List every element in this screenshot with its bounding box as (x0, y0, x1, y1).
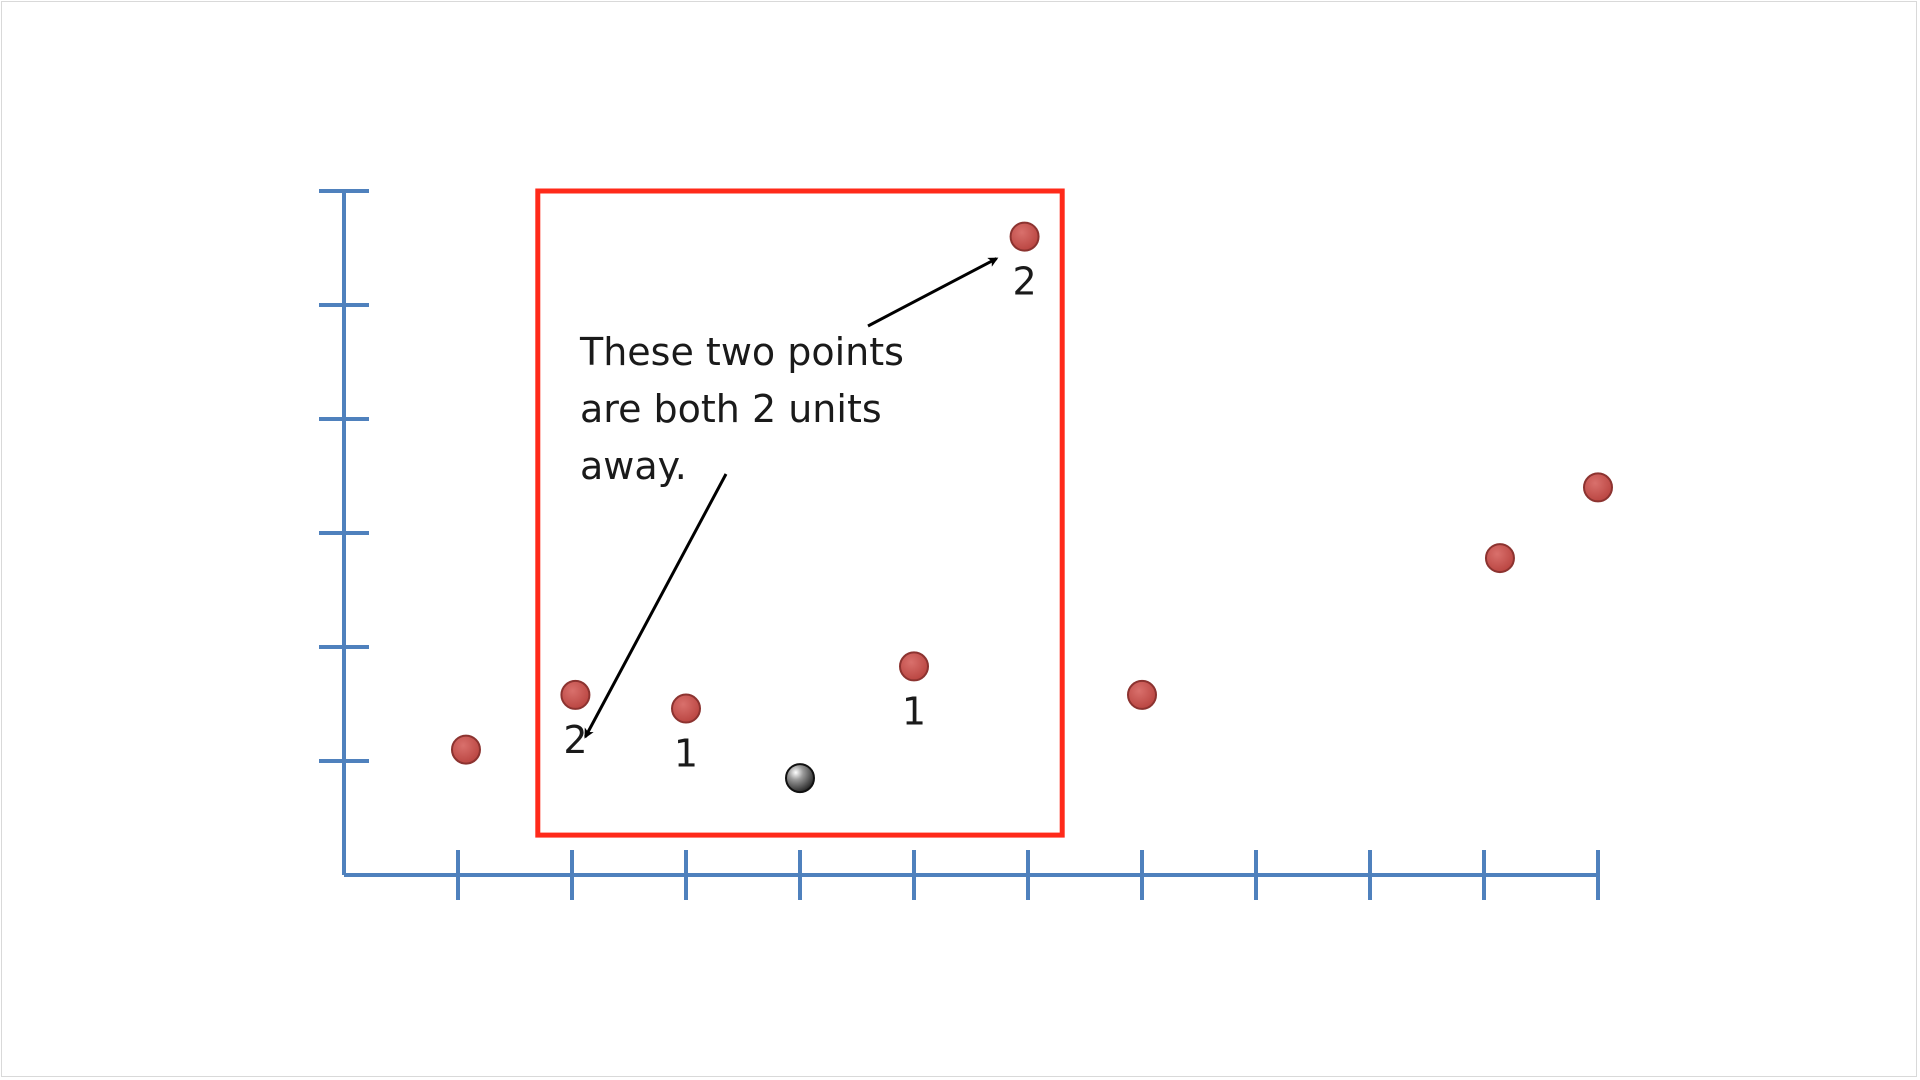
data-point (1009, 221, 1040, 252)
query-point (785, 763, 815, 794)
data-point (450, 734, 481, 765)
axes (319, 189, 1600, 900)
distance-label: 1 (674, 732, 698, 776)
data-point (671, 693, 701, 724)
annotation: These two points are both 2 units away. (579, 257, 999, 739)
data-point (1484, 543, 1515, 574)
points-layer: 2 1 1 2 (450, 221, 1613, 794)
annotation-line: are both 2 units (580, 387, 882, 431)
distance-label: 2 (563, 718, 587, 762)
annotation-arrow-top (867, 257, 999, 328)
annotation-line: away. (580, 444, 687, 488)
data-point (1127, 679, 1157, 710)
distance-label: 2 (1012, 260, 1036, 304)
highlight-box-layer (535, 188, 1065, 838)
data-point (899, 651, 929, 682)
highlight-box (535, 188, 1065, 838)
data-point (560, 679, 591, 710)
data-point (1583, 472, 1613, 503)
annotation-line: These two points (579, 330, 904, 374)
distance-label: 1 (902, 689, 926, 733)
annotation-arrow-left (584, 473, 728, 739)
